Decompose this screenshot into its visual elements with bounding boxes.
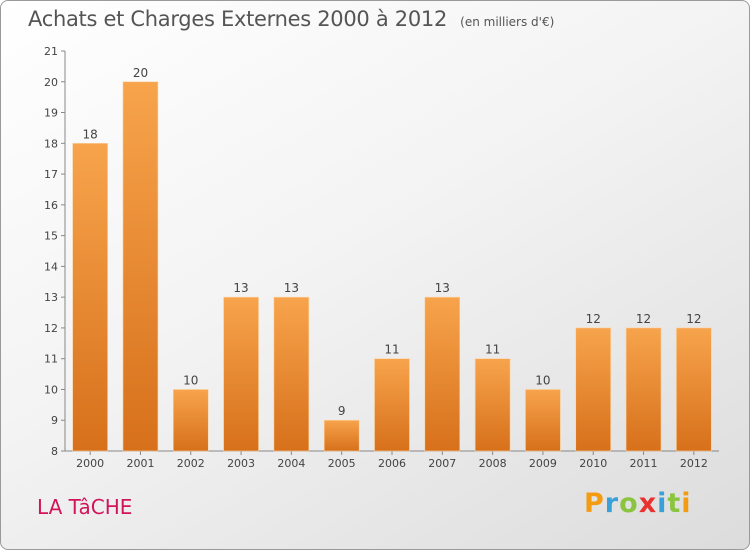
y-tick-label: 10 <box>44 383 58 396</box>
bar-2002 <box>172 389 209 452</box>
data-label: 13 <box>284 281 299 295</box>
y-tick-label: 18 <box>44 137 58 150</box>
x-tick-label: 2007 <box>428 457 456 470</box>
data-label: 18 <box>83 127 98 141</box>
commune-name: LA TâCHE <box>37 495 133 519</box>
data-label: 12 <box>586 312 601 326</box>
x-tick-label: 2012 <box>680 457 708 470</box>
proxiti-logo[interactable]: Proxiti <box>584 488 692 519</box>
y-tick-label: 12 <box>44 322 58 335</box>
data-label: 11 <box>485 343 500 357</box>
x-tick-label: 2001 <box>126 457 154 470</box>
logo-letter: o <box>619 488 639 519</box>
logo-letter: P <box>584 488 605 519</box>
chart-title: Achats et Charges Externes 2000 à 2012 <box>28 7 448 31</box>
bar-2003 <box>223 296 259 452</box>
x-tick-label: 2009 <box>529 457 557 470</box>
chart-unit: (en milliers d'€) <box>460 15 555 29</box>
data-label: 10 <box>535 373 550 387</box>
chart-title-block: Achats et Charges Externes 2000 à 2012 (… <box>28 7 554 31</box>
x-tick-label: 2004 <box>277 457 305 470</box>
bar-2010 <box>575 327 612 452</box>
x-tick-label: 2000 <box>76 457 104 470</box>
axes: 8 9 10 11 12 13 14 15 16 17 18 19 20 21 2000 2001 2002 20… <box>44 45 719 470</box>
y-tick-label: 20 <box>44 76 58 89</box>
data-label: 20 <box>133 66 148 80</box>
bar-2007 <box>424 296 461 452</box>
y-tick-label: 21 <box>44 45 58 58</box>
x-tick-label: 2003 <box>227 457 255 470</box>
bar-2006 <box>374 358 410 452</box>
bar-2004 <box>273 296 310 452</box>
y-tick-label: 9 <box>51 414 58 427</box>
bar-2012 <box>676 327 712 452</box>
bar-2009 <box>525 389 561 452</box>
data-label: 10 <box>183 373 198 387</box>
logo-letter: r <box>604 488 620 519</box>
x-tick-label: 2006 <box>378 457 406 470</box>
y-tick-label: 11 <box>44 353 58 366</box>
y-tick-label: 8 <box>51 445 58 458</box>
data-label: 12 <box>636 312 651 326</box>
data-labels: 18 20 10 13 13 9 11 13 11 10 12 12 12 <box>83 66 702 418</box>
y-tick-label: 16 <box>44 199 58 212</box>
data-label: 12 <box>686 312 701 326</box>
bar-2008 <box>474 358 511 452</box>
y-tick-label: 15 <box>44 230 58 243</box>
data-label: 13 <box>233 281 248 295</box>
logo-letter: t <box>667 488 682 519</box>
logo-letter: i <box>657 488 668 519</box>
bar-2011 <box>625 327 662 452</box>
data-label: 11 <box>384 343 399 357</box>
bar-2001 <box>122 81 159 452</box>
data-label: 9 <box>338 404 346 418</box>
x-tick-label: 2008 <box>479 457 507 470</box>
bars <box>72 81 712 452</box>
bar-2000 <box>72 143 108 452</box>
y-tick-label: 19 <box>44 107 58 120</box>
logo-letter: i <box>681 488 692 519</box>
y-tick-label: 13 <box>44 291 58 304</box>
x-tick-label: 2011 <box>630 457 658 470</box>
y-tick-label: 14 <box>44 260 58 273</box>
x-tick-label: 2002 <box>177 457 205 470</box>
bar-2005 <box>323 419 360 452</box>
x-tick-label: 2005 <box>328 457 356 470</box>
data-label: 13 <box>435 281 450 295</box>
x-tick-label: 2010 <box>579 457 607 470</box>
logo-letter: x <box>638 488 658 519</box>
y-tick-label: 17 <box>44 168 58 181</box>
